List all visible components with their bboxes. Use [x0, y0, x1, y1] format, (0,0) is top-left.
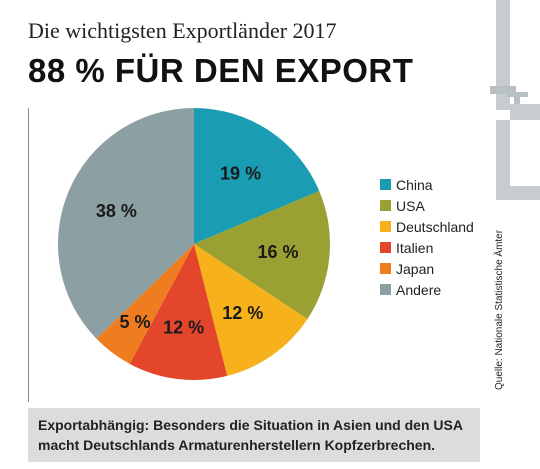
legend-label: Deutschland: [396, 218, 474, 235]
pie-label-china: 19 %: [220, 164, 261, 184]
legend-swatch: [380, 263, 391, 274]
legend-swatch: [380, 221, 391, 232]
pie-label-andere: 38 %: [96, 201, 137, 221]
chart-subtitle: Die wichtigsten Exportländer 2017: [28, 18, 337, 43]
legend-item-japan: Japan: [380, 258, 474, 279]
pie-slice-labels: 19 % 16 % 12 % 12 % 5 % 38 %: [96, 164, 299, 338]
legend-swatch: [380, 284, 391, 295]
pie-slice-china: [194, 108, 320, 244]
chart-title: 88 % FÜR DEN EXPORT: [28, 52, 414, 89]
legend-item-usa: USA: [380, 195, 474, 216]
legend-swatch: [380, 242, 391, 253]
frame-divider: [28, 108, 29, 402]
legend-item-italien: Italien: [380, 237, 474, 258]
pie-slice-usa: [194, 190, 331, 320]
pie-label-deutschland: 12 %: [222, 303, 263, 323]
legend-item-china: China: [380, 174, 474, 195]
caption-box: Exportabhängig: Besonders die Situation …: [28, 408, 480, 462]
legend-swatch: [380, 179, 391, 190]
legend-label: Italien: [396, 239, 434, 256]
pie-label-italien: 12 %: [163, 318, 204, 338]
pie-label-japan: 5 %: [119, 312, 150, 332]
legend-label: China: [396, 176, 433, 193]
caption-line-2: macht Deutschlands Armaturenherstellern …: [38, 437, 436, 453]
pie-slice-japan: [96, 244, 194, 364]
legend-item-andere: Andere: [380, 279, 474, 300]
pie-slice-deutschland: [194, 244, 308, 376]
legend-label: USA: [396, 197, 425, 214]
chart-legend: China USA Deutschland Italien Japan Andere: [380, 174, 474, 300]
legend-label: Andere: [396, 281, 442, 298]
pie-slices: [57, 108, 331, 380]
legend-item-deutschland: Deutschland: [380, 216, 474, 237]
legend-swatch: [380, 200, 391, 211]
caption-line-1: Exportabhängig: Besonders die Situation …: [38, 417, 463, 433]
pie-label-usa: 16 %: [257, 242, 298, 262]
pipe-valve-icon: [490, 0, 540, 200]
pie-slice-italien: [129, 244, 228, 380]
pie-slice-andere: [57, 108, 194, 339]
legend-label: Japan: [396, 260, 435, 277]
source-note: Quelle: Nationale Statistische Ämter: [494, 229, 505, 390]
